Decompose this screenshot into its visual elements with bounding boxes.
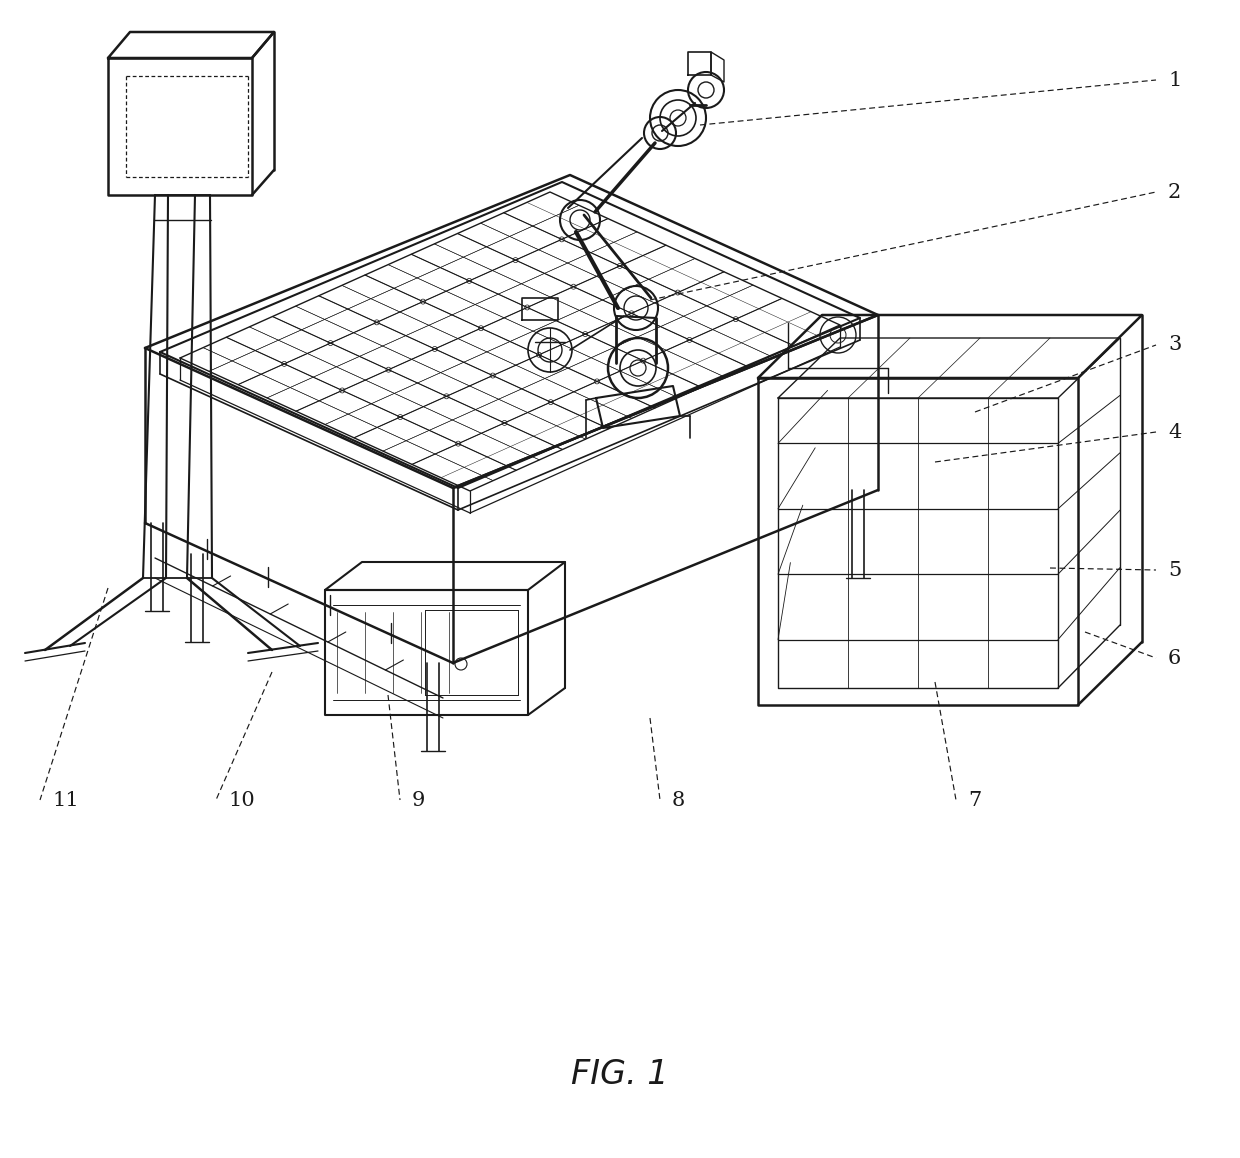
Text: 5: 5 (1168, 560, 1182, 579)
Text: FIG. 1: FIG. 1 (572, 1058, 668, 1092)
Text: 1: 1 (1168, 71, 1182, 89)
Text: 7: 7 (968, 791, 981, 809)
Text: 2: 2 (1168, 183, 1182, 201)
Text: 4: 4 (1168, 423, 1182, 441)
Text: 8: 8 (672, 791, 686, 809)
Text: 10: 10 (228, 791, 254, 809)
Text: 11: 11 (52, 791, 79, 809)
Text: 6: 6 (1168, 648, 1182, 667)
Text: 9: 9 (412, 791, 425, 809)
Text: 3: 3 (1168, 336, 1182, 354)
